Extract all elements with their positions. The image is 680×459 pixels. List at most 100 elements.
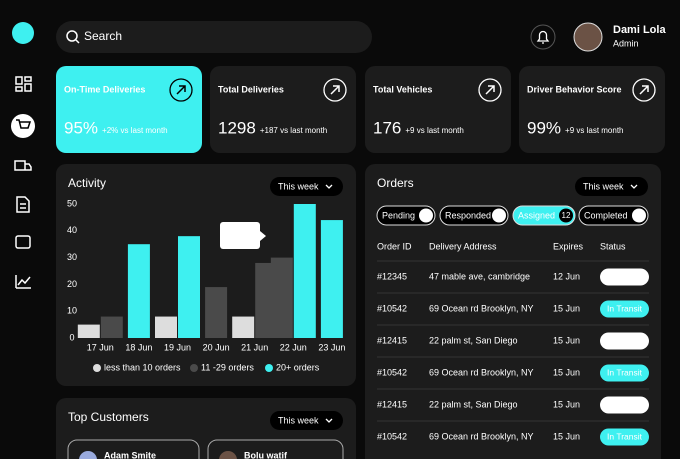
status-pill: [600, 396, 649, 414]
status-pill: [600, 364, 649, 382]
bar: [232, 316, 255, 338]
customer-list: Adam Smite Bolu watif: [67, 439, 344, 459]
filter-label: This week: [278, 181, 319, 191]
nav-orders-active[interactable]: [11, 114, 35, 138]
status-tab[interactable]: [512, 205, 576, 226]
cell: #10542: [377, 303, 407, 313]
legend-label: less than 10 orders: [104, 362, 181, 372]
user-name: Dami Lola: [613, 24, 666, 36]
nav-dashboard[interactable]: [15, 76, 32, 92]
card-title: Driver Behavior Score: [527, 84, 622, 94]
nav-wallet[interactable]: [15, 235, 31, 249]
nav-vehicles[interactable]: [14, 160, 32, 171]
panel-title: Orders: [377, 176, 414, 190]
nav-documents[interactable]: [16, 196, 30, 213]
status-tab[interactable]: [376, 205, 436, 226]
card-delta: +9 vs last month: [565, 126, 623, 135]
status-pill: [600, 300, 649, 318]
chevron: [325, 184, 333, 189]
cell: 69 Ocean rd Brooklyn, NY: [429, 431, 534, 441]
filter-dropdown[interactable]: [575, 177, 648, 196]
customer-name: Adam Smite: [104, 450, 156, 459]
customer-avatar: [79, 451, 97, 459]
tab-count-badge: [632, 208, 646, 223]
cell: 47 mable ave, cambridge: [429, 271, 530, 281]
search-bar[interactable]: [56, 21, 372, 53]
card-title: Total Deliveries: [218, 84, 284, 94]
tab-count: 28: [635, 211, 644, 220]
filter-dropdown[interactable]: [270, 411, 343, 430]
activity-chart: 0 10 20 30 40 50 17 Jun 18 Jun 19 Jun 20 Jun 21 Ju…: [67, 198, 345, 372]
cell: 69 Ocean rd Brooklyn, NY: [429, 303, 534, 313]
filter-label: This week: [583, 181, 624, 191]
tab-label: Assigned: [518, 210, 555, 220]
card-value: 1298: [218, 118, 256, 137]
status-tab[interactable]: [439, 205, 509, 226]
status-tab[interactable]: [578, 205, 649, 226]
card-title: On-Time Deliveries: [64, 84, 145, 94]
card-delta: +187 vs last month: [260, 126, 327, 135]
bar: [155, 316, 177, 338]
customer-avatar: [219, 451, 237, 459]
y-tick-label: 10: [67, 306, 77, 316]
customer-card[interactable]: [207, 439, 344, 459]
column-header: Delivery Address: [429, 241, 497, 251]
x-tick-label: 23 Jun: [318, 342, 345, 352]
bar: [127, 244, 150, 338]
card-value: 99%: [527, 118, 561, 137]
nav-analytics[interactable]: [15, 275, 31, 289]
card-link[interactable]: [632, 78, 656, 102]
bar: [270, 257, 293, 338]
filter-dropdown[interactable]: [270, 177, 343, 196]
legend-label: 20+ orders: [276, 362, 320, 372]
stat-cards: On-Time Deliveries 95% +2% vs last month To…: [56, 66, 665, 153]
x-tick-label: 18 Jun: [125, 342, 152, 352]
cell: 15 Jun: [553, 367, 580, 377]
notification-button[interactable]: [530, 24, 556, 50]
avatar[interactable]: [573, 22, 603, 52]
tooltip-pointer: [260, 231, 266, 241]
y-tick-label: 50: [67, 198, 77, 208]
customer-card[interactable]: [67, 439, 200, 459]
tab-label: Completed: [584, 210, 628, 220]
cell: #10542: [377, 431, 407, 441]
card-link[interactable]: [478, 78, 502, 102]
search-icon-handle: [75, 39, 80, 44]
x-tick-label: 17 Jun: [87, 342, 114, 352]
cell: 15 Jun: [553, 431, 580, 441]
bar: [77, 324, 100, 338]
chevron: [325, 418, 333, 423]
card-link[interactable]: [323, 78, 347, 102]
filter-label: This week: [278, 415, 319, 425]
cell: 15 Jun: [553, 399, 580, 409]
x-tick-label: 20 Jun: [203, 342, 230, 352]
tab-label: Pending: [382, 210, 415, 220]
status-label: Picked up: [606, 399, 644, 409]
status-pill: [600, 332, 649, 350]
status-label: In Transit: [607, 367, 643, 377]
bar: [293, 204, 316, 338]
tab-count: 12: [562, 211, 571, 220]
cell: #10542: [377, 367, 407, 377]
logo[interactable]: [12, 22, 34, 44]
cart-icon: [16, 119, 32, 129]
column-header: Status: [600, 241, 626, 251]
arrow-icon: [176, 85, 186, 95]
legend-swatch: [190, 364, 198, 372]
card-link[interactable]: [169, 78, 193, 102]
tab-count-badge: [419, 208, 433, 223]
card-delta: +2% vs last month: [102, 126, 168, 135]
tooltip-text: 50 Order: [224, 236, 256, 245]
column-header: Expires: [553, 241, 584, 251]
panel-title: Top Customers: [68, 410, 149, 424]
column-header: Order ID: [377, 241, 412, 251]
chevron: [630, 184, 638, 189]
bar: [178, 236, 200, 338]
orders-panel: [365, 164, 661, 459]
card-title: Total Vehicles: [373, 84, 432, 94]
customer-name: Bolu watif: [244, 450, 288, 459]
status-label: In Transit: [607, 303, 643, 313]
cell: 15 Jun: [553, 335, 580, 345]
tab-count: 18: [495, 211, 504, 220]
